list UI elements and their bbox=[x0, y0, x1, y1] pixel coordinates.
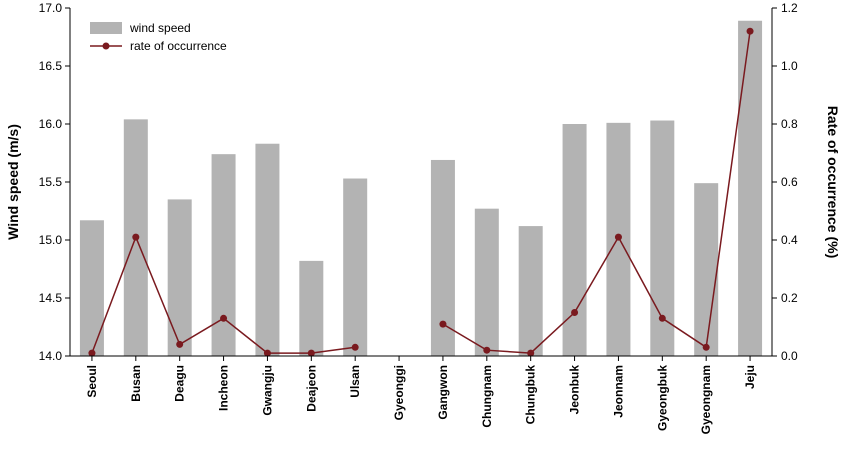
line-series-rate-of-occurrence bbox=[88, 27, 754, 357]
category-label-busan: Busan bbox=[129, 365, 143, 402]
legend-swatch-wind-speed bbox=[90, 22, 122, 34]
category-label-jeonnam: Jeonnam bbox=[611, 365, 625, 418]
category-label-gyeongbuk: Gyeongbuk bbox=[655, 365, 669, 431]
bar-series-wind-speed bbox=[79, 20, 763, 357]
right-tick-label: 0.6 bbox=[781, 175, 798, 189]
bar-jeonbuk bbox=[562, 124, 587, 356]
rate-point-jeonbuk bbox=[571, 309, 579, 316]
rate-point-ulsan bbox=[351, 343, 359, 351]
right-tick-label: 0.4 bbox=[781, 233, 798, 247]
bar-deagu bbox=[167, 199, 192, 356]
right-axis-title: Rate of occurrence (%) bbox=[825, 106, 841, 258]
rate-point-busan bbox=[132, 233, 140, 241]
chart-legend: wind speed rate of occurrence bbox=[90, 21, 227, 53]
rate-point-seoul bbox=[88, 349, 96, 357]
category-label-chungnam: Chungnam bbox=[480, 365, 494, 428]
left-tick-label: 15.5 bbox=[39, 175, 63, 189]
rate-point-gyeongnam bbox=[702, 343, 710, 351]
left-tick-label: 16.5 bbox=[39, 59, 63, 73]
rate-point-deagu bbox=[176, 340, 184, 348]
right-axis-ticks: 0.0 0.2 0.4 0.6 0.8 1.0 1.2 bbox=[772, 1, 798, 363]
legend-label-wind-speed: wind speed bbox=[129, 21, 191, 35]
category-label-deagu: Deagu bbox=[173, 365, 187, 402]
left-axis-ticks: 14.0 14.5 15.0 15.5 16.0 16.5 17.0 bbox=[39, 1, 70, 363]
legend-label-rate-of-occurrence: rate of occurrence bbox=[130, 39, 227, 53]
rate-point-gwangju bbox=[263, 349, 271, 357]
category-label-gyeongnam: Gyeongnam bbox=[699, 365, 713, 434]
rate-point-chungnam bbox=[483, 346, 491, 354]
right-tick-label: 0.8 bbox=[781, 117, 798, 131]
category-label-gyeonggi: Gyeonggi bbox=[392, 365, 406, 420]
category-labels: Seoul Busan Deagu Incheon Gwangju Deajeon Ulsa… bbox=[85, 365, 757, 435]
rate-point-incheon bbox=[220, 314, 228, 322]
rate-point-chungbuk bbox=[527, 349, 535, 357]
rate-point-deajeon bbox=[307, 349, 315, 357]
bar-seoul bbox=[79, 220, 104, 356]
rate-point-jeonnam bbox=[614, 233, 622, 241]
left-tick-label: 14.5 bbox=[39, 291, 63, 305]
bar-chungbuk bbox=[518, 226, 543, 356]
left-tick-label: 17.0 bbox=[39, 1, 63, 15]
category-label-gwangju: Gwangju bbox=[260, 365, 274, 416]
bar-ulsan bbox=[343, 178, 368, 356]
rate-point-gyeongbuk bbox=[658, 314, 666, 322]
category-label-jeonbuk: Jeonbuk bbox=[568, 365, 582, 415]
bar-chungnam bbox=[474, 208, 499, 356]
left-axis-title: Wind speed (m/s) bbox=[5, 124, 21, 240]
bar-jeju bbox=[738, 20, 763, 356]
category-label-gangwon: Gangwon bbox=[436, 365, 450, 420]
bar-gwangju bbox=[255, 143, 280, 356]
left-tick-label: 16.0 bbox=[39, 117, 63, 131]
right-tick-label: 0.0 bbox=[781, 349, 798, 363]
rate-point-gangwon bbox=[439, 320, 447, 328]
right-tick-label: 0.2 bbox=[781, 291, 798, 305]
rate-point-jeju bbox=[746, 27, 754, 35]
right-tick-label: 1.0 bbox=[781, 59, 798, 73]
category-label-deajeon: Deajeon bbox=[304, 365, 318, 412]
category-label-ulsan: Ulsan bbox=[348, 365, 362, 398]
bar-gyeongnam bbox=[694, 183, 719, 356]
category-label-seoul: Seoul bbox=[85, 365, 99, 398]
right-tick-label: 1.2 bbox=[781, 1, 798, 15]
category-label-incheon: Incheon bbox=[217, 365, 231, 411]
legend-marker-rate bbox=[102, 42, 110, 50]
rate-line-segment-2 bbox=[442, 31, 751, 354]
category-label-jeju: Jeju bbox=[743, 365, 757, 389]
left-tick-label: 15.0 bbox=[39, 233, 63, 247]
category-label-chungbuk: Chungbuk bbox=[524, 365, 538, 425]
left-tick-label: 14.0 bbox=[39, 349, 63, 363]
bar-deajeon bbox=[299, 260, 324, 356]
